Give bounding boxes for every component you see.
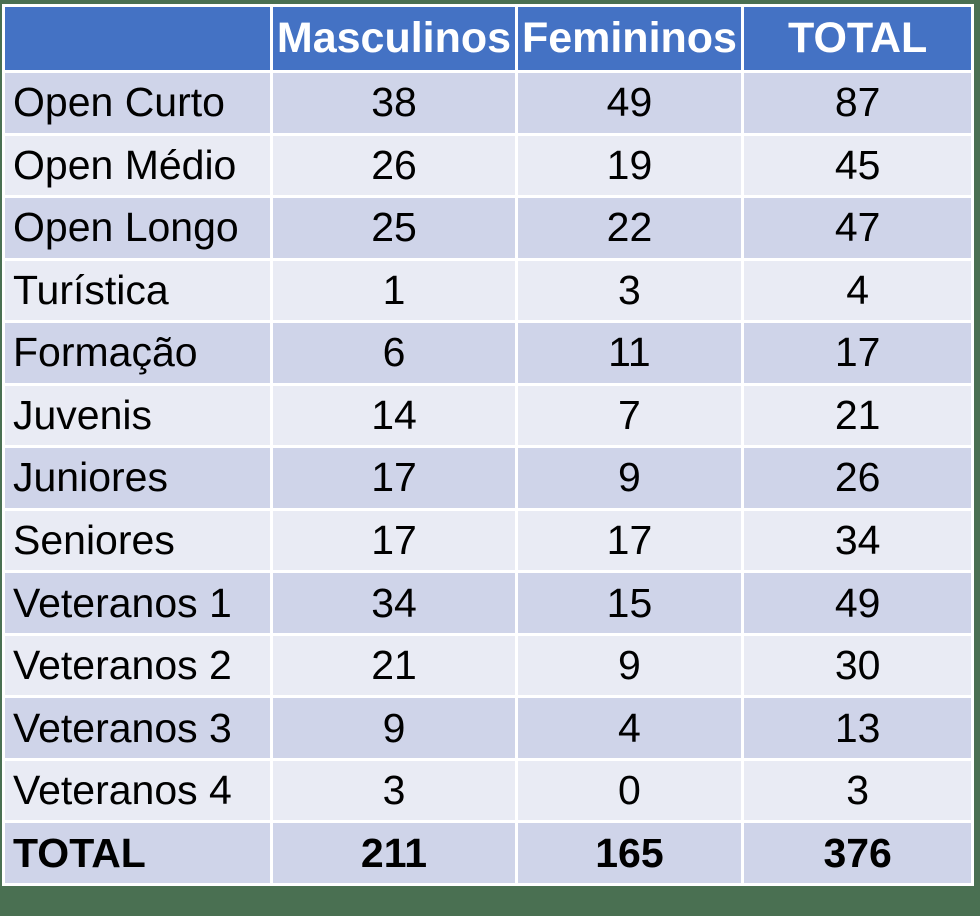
value-cell: 21 bbox=[270, 632, 518, 699]
table-row: Open Médio 26 19 45 bbox=[1, 132, 974, 199]
row-label: Turística bbox=[1, 257, 274, 324]
table-row: Juniores 17 9 26 bbox=[1, 445, 974, 511]
value-cell: 47 bbox=[741, 195, 974, 261]
value-cell: 30 bbox=[741, 632, 974, 699]
row-label: Open Curto bbox=[1, 70, 274, 136]
row-label: Veteranos 4 bbox=[1, 757, 274, 824]
table-row: Seniores 17 17 34 bbox=[1, 507, 974, 574]
value-cell: 17 bbox=[270, 507, 518, 574]
value-cell: 49 bbox=[514, 70, 745, 136]
value-cell: 17 bbox=[514, 507, 745, 574]
table-row: Veteranos 1 34 15 49 bbox=[1, 570, 974, 636]
value-cell: 22 bbox=[514, 195, 745, 261]
row-label: Formação bbox=[1, 320, 274, 386]
value-cell: 9 bbox=[514, 445, 745, 511]
table-row: Juvenis 14 7 21 bbox=[1, 382, 974, 449]
value-cell: 17 bbox=[270, 445, 518, 511]
value-cell: 9 bbox=[270, 695, 518, 761]
row-label: Veteranos 3 bbox=[1, 695, 274, 761]
value-cell: 38 bbox=[270, 70, 518, 136]
value-cell: 87 bbox=[741, 70, 974, 136]
value-cell: 4 bbox=[741, 257, 974, 324]
value-cell: 3 bbox=[741, 757, 974, 824]
value-cell: 45 bbox=[741, 132, 974, 199]
value-cell: 14 bbox=[270, 382, 518, 449]
value-cell: 1 bbox=[270, 257, 518, 324]
row-label: Open Médio bbox=[1, 132, 274, 199]
column-header-category bbox=[1, 4, 274, 73]
value-cell: 9 bbox=[514, 632, 745, 699]
value-cell: 49 bbox=[741, 570, 974, 636]
value-cell: 34 bbox=[741, 507, 974, 574]
column-header-masculinos: Masculinos bbox=[270, 4, 518, 73]
row-label: TOTAL bbox=[1, 820, 274, 886]
table-row: Turística 1 3 4 bbox=[1, 257, 974, 324]
value-cell: 211 bbox=[270, 820, 518, 886]
row-label: Veteranos 2 bbox=[1, 632, 274, 699]
value-cell: 7 bbox=[514, 382, 745, 449]
value-cell: 13 bbox=[741, 695, 974, 761]
column-header-total: TOTAL bbox=[741, 4, 974, 73]
header-row: Masculinos Femininos TOTAL bbox=[1, 4, 974, 73]
value-cell: 26 bbox=[270, 132, 518, 199]
row-label: Open Longo bbox=[1, 195, 274, 261]
value-cell: 17 bbox=[741, 320, 974, 386]
table-row: Open Curto 38 49 87 bbox=[1, 70, 974, 136]
value-cell: 34 bbox=[270, 570, 518, 636]
value-cell: 21 bbox=[741, 382, 974, 449]
value-cell: 0 bbox=[514, 757, 745, 824]
row-label: Veteranos 1 bbox=[1, 570, 274, 636]
table-row: Open Longo 25 22 47 bbox=[1, 195, 974, 261]
column-header-femininos: Femininos bbox=[514, 4, 745, 73]
participants-table: Masculinos Femininos TOTAL Open Curto 38 4… bbox=[1, 4, 974, 886]
table-header: Masculinos Femininos TOTAL bbox=[1, 4, 974, 73]
table-row: Formação 6 11 17 bbox=[1, 320, 974, 386]
row-label: Seniores bbox=[1, 507, 274, 574]
value-cell: 3 bbox=[270, 757, 518, 824]
row-label: Juniores bbox=[1, 445, 274, 511]
table-row: Veteranos 2 21 9 30 bbox=[1, 632, 974, 699]
value-cell: 19 bbox=[514, 132, 745, 199]
value-cell: 165 bbox=[514, 820, 745, 886]
value-cell: 11 bbox=[514, 320, 745, 386]
table-row: Veteranos 3 9 4 13 bbox=[1, 695, 974, 761]
value-cell: 15 bbox=[514, 570, 745, 636]
total-row: TOTAL 211 165 376 bbox=[1, 820, 974, 886]
value-cell: 4 bbox=[514, 695, 745, 761]
table-body: Open Curto 38 49 87 Open Médio 26 19 45 Open Lon… bbox=[1, 70, 974, 886]
value-cell: 6 bbox=[270, 320, 518, 386]
value-cell: 26 bbox=[741, 445, 974, 511]
value-cell: 25 bbox=[270, 195, 518, 261]
row-label: Juvenis bbox=[1, 382, 274, 449]
value-cell: 3 bbox=[514, 257, 745, 324]
value-cell: 376 bbox=[741, 820, 974, 886]
